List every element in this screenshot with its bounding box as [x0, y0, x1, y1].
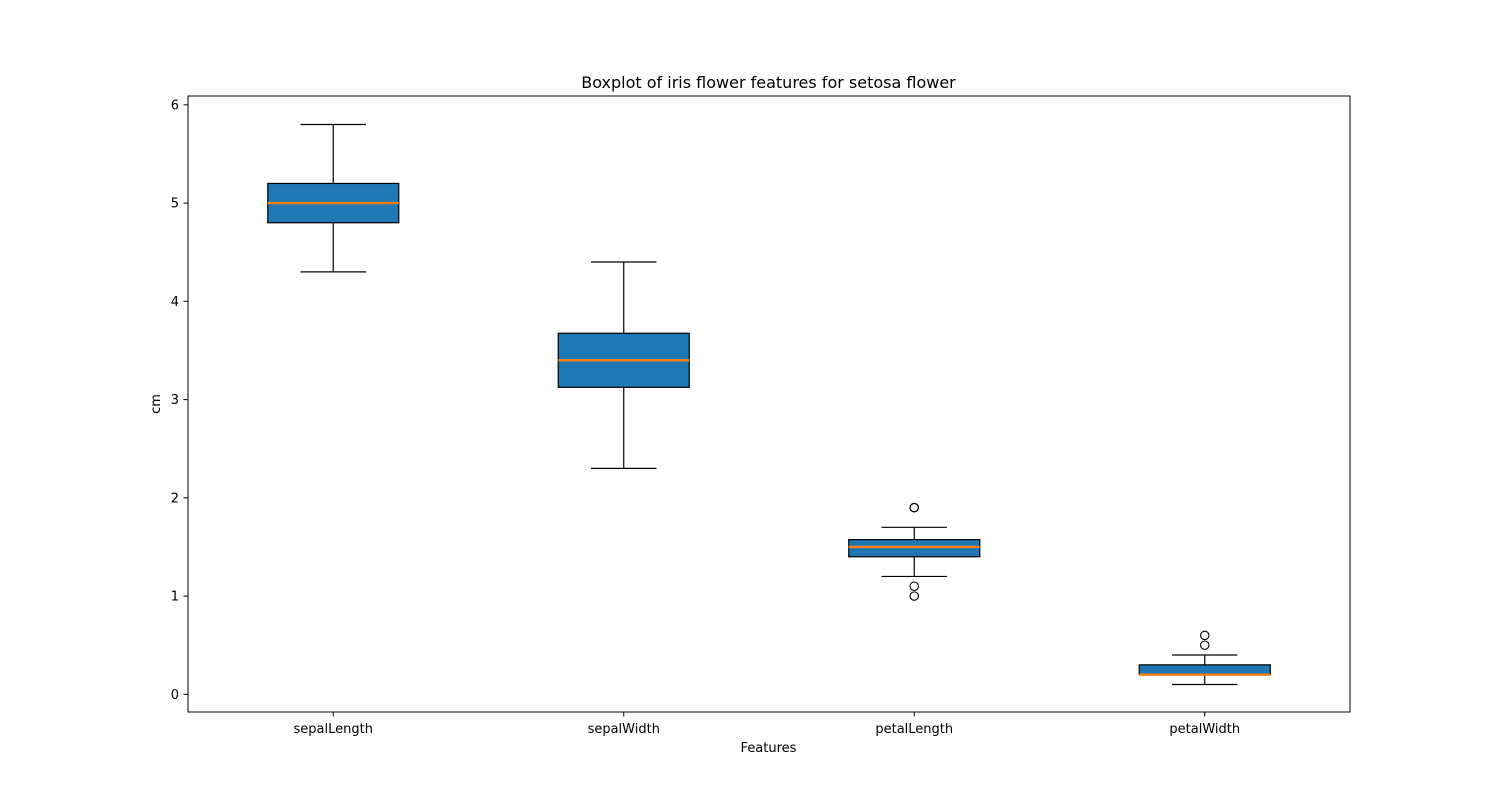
iqr-box — [1138, 664, 1271, 676]
y-tick-label: 4 — [171, 295, 179, 310]
outlier-point — [1200, 640, 1210, 650]
x-axis: sepalLength sepalWidth petalLength petalWid… — [294, 712, 1240, 737]
box-group-petalWidth — [1138, 630, 1271, 686]
chart-title: Boxplot of iris flower features for seto… — [581, 73, 956, 92]
y-axis-label: cm — [149, 394, 164, 414]
box-group-sepalLength — [267, 123, 400, 273]
plot-area — [267, 123, 1271, 686]
y-axis: 0 1 2 3 4 5 6 — [171, 98, 188, 703]
y-tick-label: 0 — [171, 688, 179, 703]
x-tick-label: petalWidth — [1169, 722, 1240, 737]
x-axis-label: Features — [741, 741, 797, 756]
iqr-box — [848, 538, 981, 558]
y-tick-label: 1 — [171, 590, 179, 605]
x-tick-label: sepalWidth — [588, 722, 660, 737]
box-group-sepalWidth — [557, 261, 690, 469]
outlier-point — [909, 502, 919, 513]
y-tick-label: 2 — [171, 491, 179, 506]
x-tick-label: sepalLength — [294, 722, 373, 737]
y-tick-label: 3 — [171, 393, 179, 408]
outlier-point — [909, 591, 919, 601]
x-tick-label: petalLength — [875, 722, 953, 737]
outlier-point — [1200, 630, 1210, 641]
box-group-petalLength — [848, 502, 981, 601]
y-tick-label: 6 — [171, 98, 179, 113]
y-tick-label: 5 — [171, 197, 179, 212]
axes-frame — [187, 95, 1351, 713]
outlier-point — [909, 581, 919, 591]
